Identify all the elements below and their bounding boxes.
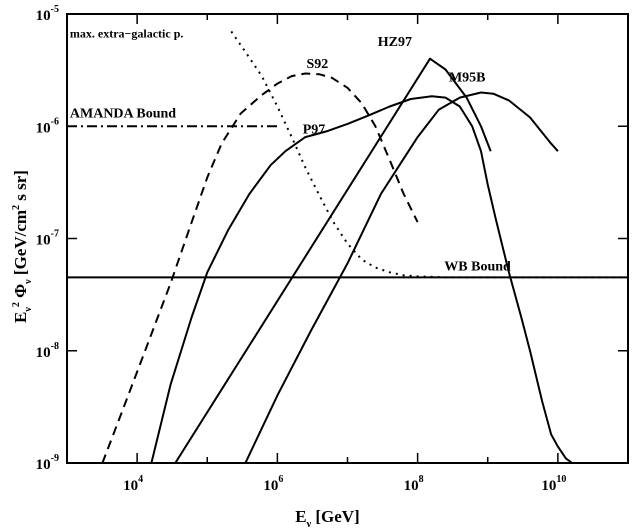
y-tick-label: 10-7 <box>36 229 59 249</box>
y-tick-label: 10-6 <box>36 116 59 136</box>
series-line-max-extra-galactic-p <box>230 30 628 279</box>
y-tick-label: 10-5 <box>36 4 59 24</box>
x-tick-label: 1010 <box>541 474 566 494</box>
series-layer <box>67 30 628 463</box>
x-axis-title: Eν [GeV] <box>295 507 359 529</box>
y-axis-title: Eν2 Φν [GeV/cm2 s sr] <box>11 170 34 323</box>
annotation-p97: P97 <box>303 123 326 138</box>
plot-frame <box>66 13 629 464</box>
annotation-hz97: HZ97 <box>378 35 412 50</box>
x-tick-label: 108 <box>404 474 424 494</box>
annotation-s92: S92 <box>306 57 328 72</box>
x-tick-label: 106 <box>263 474 283 494</box>
y-tick-label: 10-8 <box>36 341 59 361</box>
annotation-amanda-bound: AMANDA Bound <box>70 106 176 121</box>
x-tick-label: 104 <box>123 474 143 494</box>
series-line-s92 <box>101 72 419 463</box>
annotation-m95b: M95B <box>449 71 486 86</box>
tick-label-layer: 104 106 108 1010 10-9 10-8 10-7 10-6 10-5 <box>36 4 567 494</box>
y-tick-label: 10-9 <box>36 453 59 473</box>
annotation-layer: max. extra−galactic p. S92 HZ97 M95B AMANDA … <box>70 26 511 274</box>
tick-layer <box>66 13 629 464</box>
series-line-p97 <box>150 95 573 463</box>
annotation-max-extra-galactic-p: max. extra−galactic p. <box>70 26 183 40</box>
series-line-m95b <box>244 91 559 463</box>
annotation-wb-bound: WB Bound <box>444 259 511 274</box>
series-line-hz97 <box>174 57 492 463</box>
